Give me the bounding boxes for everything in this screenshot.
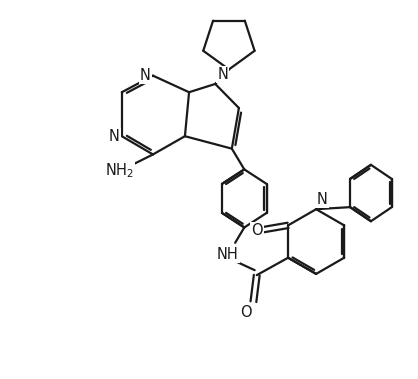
Text: N: N [317,192,328,207]
Text: NH: NH [217,247,239,262]
Text: N: N [140,68,151,83]
Text: NH$_2$: NH$_2$ [105,162,134,180]
Text: O: O [240,305,252,320]
Text: N: N [217,67,228,82]
Text: N: N [109,129,120,144]
Text: O: O [251,223,263,238]
